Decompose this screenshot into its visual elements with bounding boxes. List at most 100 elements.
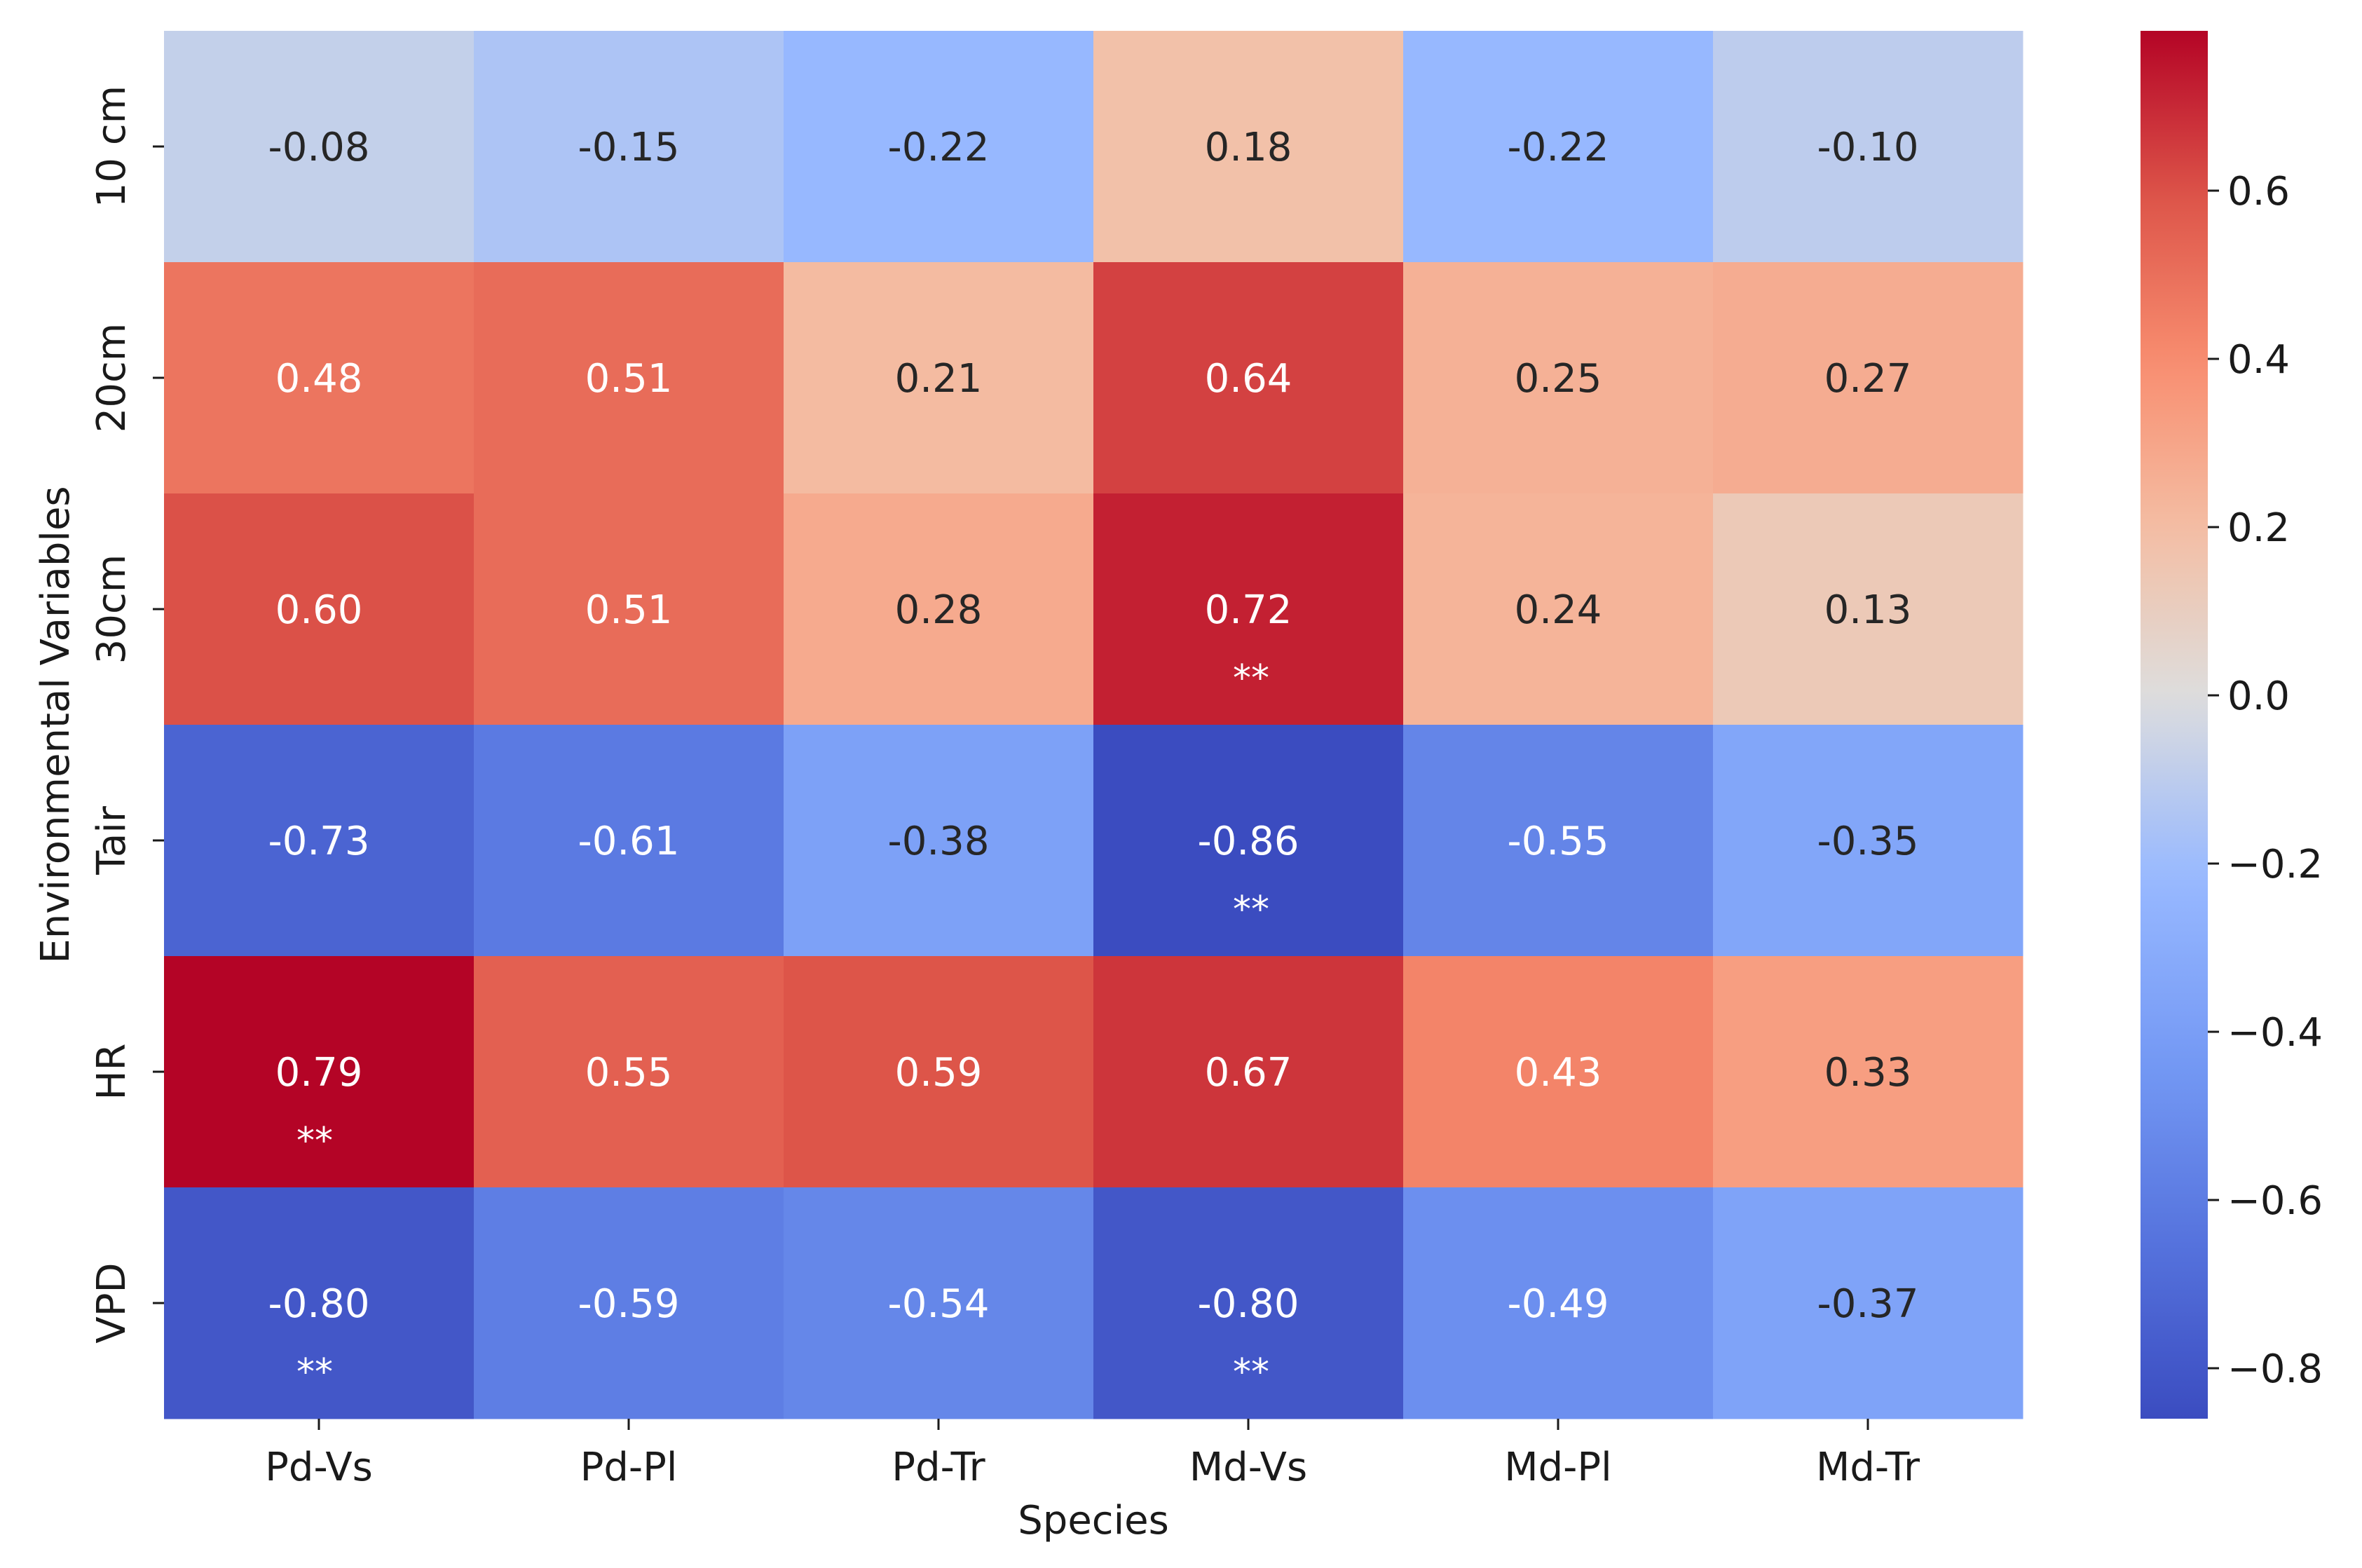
x-tick-label: Pd-Vs: [265, 1445, 373, 1490]
colorbar-tick-label: −0.6: [2227, 1178, 2323, 1224]
y-tick-label: HR: [89, 1043, 135, 1100]
cell-value-label: -0.59: [578, 1281, 680, 1327]
heatmap-cell: [164, 1187, 475, 1419]
heatmap-cell: [164, 31, 475, 263]
cell-value-label: -0.55: [1508, 819, 1609, 864]
heatmap-cell: [1403, 262, 1714, 494]
cell-value-label: -0.08: [268, 125, 370, 170]
cell-value-label: 0.48: [275, 356, 363, 402]
heatmap-cell: [784, 956, 1094, 1188]
colorbar-tick-label: 0.6: [2227, 169, 2290, 214]
cell-value-label: -0.22: [888, 125, 990, 170]
x-tick-label: Md-Tr: [1816, 1445, 1920, 1490]
cell-value-label: 0.55: [585, 1050, 673, 1096]
heatmap-cell: [474, 31, 784, 263]
heatmap-cell: [164, 956, 475, 1188]
heatmap-cell: [164, 262, 475, 494]
cell-value-label: -0.37: [1817, 1281, 1919, 1327]
heatmap-cell: [1403, 493, 1714, 725]
colorbar-ticks: 0.6 0.4 0.2 0.0 −0.2 −0.4 −0.6 −0.8: [2208, 169, 2323, 1392]
colorbar-tick-label: 0.4: [2227, 337, 2290, 383]
heatmap-cell: [784, 493, 1094, 725]
cell-value-label: -0.49: [1508, 1281, 1609, 1327]
y-axis-ticks: 10 cm 20cm 30cm Tair HR VPD: [89, 86, 164, 1344]
colorbar-tick-label: 0.0: [2227, 674, 2290, 719]
cell-value-label: 0.64: [1205, 356, 1292, 402]
x-tick-label: Pd-Pl: [580, 1445, 678, 1490]
cell-value-label: 0.18: [1205, 125, 1292, 170]
cell-value-label: 0.13: [1824, 587, 1912, 633]
heatmap-cell: [1403, 725, 1714, 957]
significance-marker: **: [1233, 1351, 1269, 1393]
significance-marker: **: [1233, 889, 1269, 931]
cell-value-label: 0.79: [275, 1050, 363, 1096]
heatmap-cell: [1713, 493, 2023, 725]
cell-value-label: 0.59: [895, 1050, 983, 1096]
significance-marker: **: [296, 1120, 333, 1162]
heatmap-cell: [474, 262, 784, 494]
heatmap-cell: [1093, 262, 1404, 494]
heatmap-cells: [164, 31, 2023, 1419]
significance-marker: **: [1233, 657, 1269, 700]
heatmap-cell: [1093, 493, 1404, 725]
heatmap-cell: [784, 262, 1094, 494]
y-tick-label: 20cm: [89, 323, 135, 433]
cell-value-label: 0.25: [1515, 356, 1602, 402]
cell-value-label: -0.15: [578, 125, 680, 170]
cell-value-label: 0.51: [585, 356, 673, 402]
heatmap-cell: [1093, 725, 1404, 957]
cell-value-label: -0.22: [1508, 125, 1609, 170]
heatmap-cell: [1093, 31, 1404, 263]
cell-value-label: 0.21: [895, 356, 983, 402]
heatmap-cell: [784, 1187, 1094, 1419]
cell-value-label: -0.10: [1817, 125, 1919, 170]
x-axis-ticks: Pd-Vs Pd-Pl Pd-Tr Md-Vs Md-Pl Md-Tr: [265, 1419, 1920, 1490]
y-tick-label: 30cm: [89, 554, 135, 664]
heatmap-cell: [1403, 1187, 1714, 1419]
y-tick-label: Tair: [89, 805, 135, 875]
cell-value-label: 0.60: [275, 587, 363, 633]
heatmap-cell: [1713, 956, 2023, 1188]
heatmap-cell: [1093, 956, 1404, 1188]
colorbar-tick-label: 0.2: [2227, 505, 2290, 551]
heatmap-cell: [474, 956, 784, 1188]
heatmap-cell: [1403, 956, 1714, 1188]
cell-value-label: -0.80: [268, 1281, 370, 1327]
cell-value-label: -0.80: [1198, 1281, 1299, 1327]
x-tick-label: Md-Vs: [1189, 1445, 1307, 1490]
x-axis-label: Species: [1018, 1498, 1169, 1543]
cell-value-label: -0.86: [1198, 819, 1299, 864]
cell-value-label: 0.51: [585, 587, 673, 633]
cell-value-label: -0.73: [268, 819, 370, 864]
colorbar-tick-label: −0.8: [2227, 1347, 2323, 1392]
x-tick-label: Md-Pl: [1504, 1445, 1611, 1490]
y-tick-label: VPD: [89, 1262, 135, 1343]
heatmap-cell: [1713, 725, 2023, 957]
x-tick-label: Pd-Tr: [892, 1445, 985, 1490]
cell-value-label: -0.54: [888, 1281, 990, 1327]
heatmap-cell: [1713, 1187, 2023, 1419]
heatmap-cell: [784, 725, 1094, 957]
colorbar: [2141, 31, 2208, 1419]
y-axis-label: Environmental Variables: [33, 486, 78, 963]
cell-value-label: -0.61: [578, 819, 680, 864]
y-tick-label: 10 cm: [89, 86, 135, 207]
cell-value-label: -0.35: [1817, 819, 1919, 864]
significance-marker: **: [296, 1351, 333, 1393]
heatmap-cell: [474, 1187, 784, 1419]
cell-value-label: 0.72: [1205, 587, 1292, 633]
cell-value-label: 0.28: [895, 587, 983, 633]
heatmap-cell: [1713, 31, 2023, 263]
cell-value-label: 0.43: [1515, 1050, 1602, 1096]
cell-annotations: -0.08 -0.15 -0.22 0.18 -0.22 -0.10 0.48 0.51 0.2…: [268, 125, 1919, 1393]
heatmap-cell: [1093, 1187, 1404, 1419]
heatmap-cell: [474, 725, 784, 957]
heatmap-cell: [164, 493, 475, 725]
cell-value-label: 0.33: [1824, 1050, 1912, 1096]
heatmap-cell: [1713, 262, 2023, 494]
cell-value-label: 0.27: [1824, 356, 1912, 402]
cell-value-label: 0.67: [1205, 1050, 1292, 1096]
colorbar-tick-label: −0.2: [2227, 842, 2323, 887]
heatmap-cell: [164, 725, 475, 957]
